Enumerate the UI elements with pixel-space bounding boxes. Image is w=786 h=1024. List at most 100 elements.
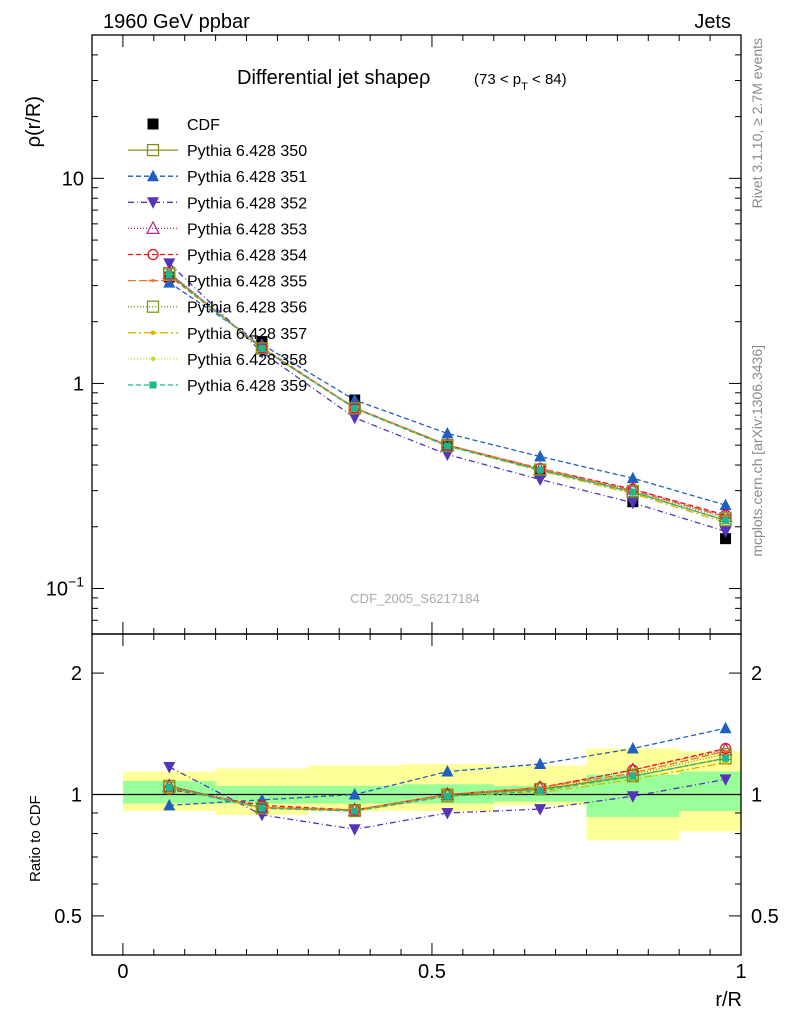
legend-entry-label: Pythia 6.428 352 <box>187 195 307 212</box>
ratio-data-point <box>348 824 361 836</box>
main-data-point <box>255 342 269 355</box>
legend-entry-label: Pythia 6.428 351 <box>187 169 307 186</box>
legend-marker <box>150 356 156 362</box>
main-data-point <box>441 449 454 462</box>
analysis-watermark: CDF_2005_S6217184 <box>350 591 479 606</box>
legend-entry-label: CDF <box>187 117 220 134</box>
main-y-tick-label: 10 <box>62 168 84 190</box>
main-data-point <box>536 466 544 474</box>
ratio-data-point <box>165 784 173 792</box>
main-data-point <box>719 526 732 538</box>
main-data-point <box>534 450 547 462</box>
x-axis-label: r/R <box>715 989 742 1011</box>
legend-marker <box>149 381 157 389</box>
legend-entry-label: Pythia 6.428 357 <box>187 326 307 343</box>
ratio-data-point <box>534 804 547 816</box>
main-data-point <box>533 463 547 476</box>
ratio-data-point <box>441 807 454 820</box>
legend-marker <box>146 220 160 234</box>
legend-marker <box>147 118 159 130</box>
ratio-y-tick-label: 0.5 <box>54 906 82 928</box>
main-data-point <box>719 498 732 511</box>
ratio-y-tick-label: 2 <box>71 663 82 685</box>
main-data-point <box>629 488 637 496</box>
header-left: 1960 GeV ppbar <box>103 11 250 33</box>
main-data-point <box>165 270 173 278</box>
main-data-point <box>534 474 547 487</box>
series-markers <box>162 258 733 836</box>
ratio-data-point <box>258 804 266 812</box>
series-lines <box>168 262 726 830</box>
main-data-point <box>626 497 639 510</box>
ratio-data-point <box>163 781 176 794</box>
ratio-y-tick-label-right: 1 <box>751 785 762 807</box>
main-data-point <box>163 258 176 270</box>
main-data-point <box>348 412 361 425</box>
main-data-point <box>258 345 266 353</box>
ratio-data-point <box>719 749 732 753</box>
legend-marker <box>150 330 156 336</box>
legend-entry-label: Pythia 6.428 353 <box>187 221 307 238</box>
main-data-point <box>348 402 361 415</box>
plot-title-range: (73 < pT < 84) <box>474 71 567 93</box>
main-data-point <box>163 276 176 288</box>
main-y-axis-label: ρ(r/R) <box>23 96 45 147</box>
ratio-data-point <box>443 792 451 800</box>
main-data-point <box>443 442 451 450</box>
main-data-point <box>626 485 639 498</box>
band-inner <box>679 771 741 812</box>
legend-entry-label: Pythia 6.428 350 <box>187 143 307 160</box>
main-data-point <box>441 426 454 439</box>
axes: 10−1 1 10 0.5 0.5 1 1 2 2 0 0.5 1 <box>46 34 779 983</box>
x-tick-label: 0 <box>117 961 128 983</box>
main-data-point <box>351 404 359 412</box>
legend-marker <box>146 300 160 313</box>
legend-entry-label: Pythia 6.428 359 <box>187 378 307 395</box>
legend-marker <box>146 143 160 157</box>
ratio-data-point <box>441 765 454 777</box>
legend-marker <box>147 197 159 209</box>
main-data-point <box>163 268 176 281</box>
ratio-data-point <box>348 788 361 800</box>
plot-title: Differential jet shapeρ <box>237 67 430 89</box>
main-data-point <box>720 533 732 545</box>
ratio-data-point <box>163 761 176 774</box>
ratio-data-point <box>626 791 639 803</box>
main-data-point <box>626 471 639 484</box>
band-inner <box>122 781 216 804</box>
ratio-y-tick-label-right: 0.5 <box>751 906 779 928</box>
ratio-data-point <box>255 802 269 815</box>
main-data-point <box>722 516 730 524</box>
legend-marker <box>147 279 159 283</box>
rivet-version-label: Rivet 3.1.10, ≥ 2.7M events <box>749 38 765 208</box>
legend-entry-label: Pythia 6.428 358 <box>187 352 307 369</box>
main-y-tick-label: 1 <box>73 373 84 395</box>
ratio-data-point <box>629 772 637 780</box>
legend-marker <box>147 169 159 182</box>
x-tick-label: 1 <box>735 961 746 983</box>
mcplots-label: mcplots.cern.ch [arXiv:1306.3436] <box>749 345 765 557</box>
ratio-data-point <box>441 790 454 803</box>
ratio-data-point <box>351 807 359 815</box>
legend-marker <box>147 248 159 261</box>
ratio-data-point <box>719 774 732 786</box>
ratio-data-point <box>534 757 547 770</box>
ratio-data-point <box>722 754 730 762</box>
ratio-data-point <box>163 798 176 811</box>
ratio-y-tick-label-right: 2 <box>751 663 762 685</box>
ratio-data-point <box>348 804 361 818</box>
ratio-y-tick-label: 1 <box>71 785 82 807</box>
header-right: Jets <box>694 11 731 33</box>
main-y-tick-label: 10−1 <box>46 574 84 601</box>
ratio-y-axis-label: Ratio to CDF <box>27 795 44 882</box>
legend: CDF Pythia 6.428 350 Pythia 6.428 351 Pythi… <box>128 117 307 395</box>
legend-entry-label: Pythia 6.428 356 <box>187 300 307 317</box>
ratio-data-point <box>626 742 639 754</box>
ratio-data-point <box>536 787 544 795</box>
legend-entry-label: Pythia 6.428 354 <box>187 248 307 265</box>
x-tick-label: 0.5 <box>418 961 446 983</box>
legend-entry-label: Pythia 6.428 355 <box>187 274 307 291</box>
main-data-point <box>441 439 454 453</box>
ratio-data-point <box>719 721 732 734</box>
main-data-point <box>348 393 361 406</box>
